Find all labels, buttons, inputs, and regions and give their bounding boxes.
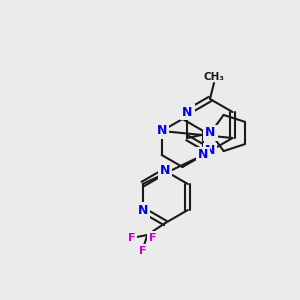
Text: N: N bbox=[205, 145, 215, 158]
Text: N: N bbox=[182, 106, 193, 118]
Text: N: N bbox=[157, 124, 167, 137]
Text: F: F bbox=[148, 233, 156, 243]
Text: N: N bbox=[160, 164, 170, 178]
Text: N: N bbox=[138, 203, 148, 217]
Text: N: N bbox=[198, 148, 208, 161]
Text: F: F bbox=[139, 246, 146, 256]
Text: F: F bbox=[128, 233, 135, 243]
Text: N: N bbox=[205, 127, 216, 140]
Text: CH₃: CH₃ bbox=[203, 72, 224, 82]
